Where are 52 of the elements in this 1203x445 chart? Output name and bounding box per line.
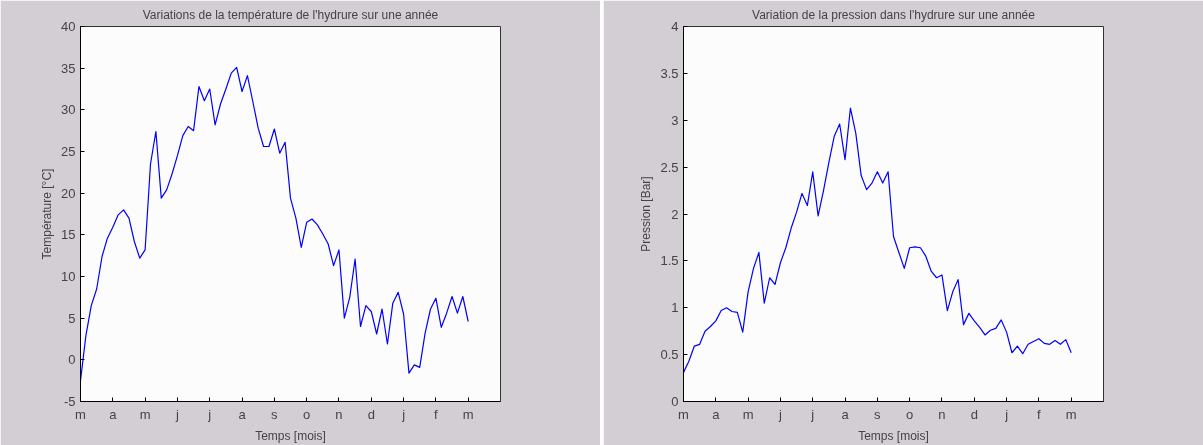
x-axis-title: Temps [mois] bbox=[255, 428, 326, 443]
y-tick-label: 30 bbox=[61, 102, 76, 118]
y-tick-label: 20 bbox=[61, 185, 76, 201]
y-tick-label: 25 bbox=[61, 144, 76, 159]
x-tick-label: a bbox=[841, 406, 850, 422]
x-tick-label: s bbox=[874, 406, 882, 422]
y-tick-label: -5 bbox=[63, 394, 76, 409]
y-tick-label: 40 bbox=[61, 19, 76, 34]
y-tick-label: 2 bbox=[671, 206, 679, 222]
x-tick-label: m bbox=[462, 406, 474, 422]
y-tick-label: 5 bbox=[68, 310, 76, 326]
y-tick-label: 10 bbox=[61, 269, 76, 284]
x-tick-label: o bbox=[303, 406, 311, 422]
y-axis-title: Pression [Bar] bbox=[639, 176, 654, 252]
y-tick-label: 1.5 bbox=[660, 253, 679, 269]
y-tick-label: 3.5 bbox=[660, 65, 679, 81]
y-tick-label: 0.5 bbox=[660, 347, 679, 363]
chart-title: Variation de la pression dans l'hydrure sur une année bbox=[752, 7, 1036, 22]
x-tick-label: d bbox=[970, 406, 978, 422]
x-tick-label: s bbox=[271, 406, 279, 422]
x-tick-label: j bbox=[1004, 406, 1009, 422]
x-tick-label: j bbox=[401, 406, 406, 422]
x-tick-label: j bbox=[207, 406, 212, 422]
y-tick-label: 1 bbox=[671, 300, 679, 316]
x-tick-label: a bbox=[109, 406, 118, 422]
x-tick-label: m bbox=[139, 406, 151, 422]
y-tick-label: 3 bbox=[671, 112, 679, 128]
x-tick-label: n bbox=[938, 406, 946, 422]
x-tick-label: m bbox=[678, 406, 689, 422]
x-tick-label: f bbox=[434, 406, 439, 422]
x-tick-label: d bbox=[367, 406, 375, 422]
y-tick-label: 4 bbox=[671, 19, 679, 34]
x-tick-label: a bbox=[712, 406, 721, 422]
x-tick-label: m bbox=[1065, 406, 1077, 422]
x-tick-label: f bbox=[1037, 406, 1042, 422]
x-axis-title: Temps [mois] bbox=[858, 428, 929, 443]
chart-title: Variations de la température de l'hydrure sur une année bbox=[142, 7, 439, 22]
line-series bbox=[683, 107, 1072, 374]
x-tick-label: m bbox=[75, 406, 86, 422]
x-tick-label: j bbox=[777, 406, 782, 422]
x-tick-label: a bbox=[238, 406, 247, 422]
x-tick-label: n bbox=[335, 406, 343, 422]
y-tick-label: 15 bbox=[61, 227, 76, 243]
x-tick-label: j bbox=[810, 406, 815, 422]
y-tick-label: 35 bbox=[61, 60, 76, 76]
y-tick-label: 2.5 bbox=[660, 159, 679, 175]
y-tick-label: 0 bbox=[68, 352, 76, 368]
y-tick-label: 0 bbox=[671, 394, 679, 409]
x-tick-label: j bbox=[174, 406, 179, 422]
x-tick-label: o bbox=[906, 406, 914, 422]
x-tick-label: m bbox=[742, 406, 754, 422]
y-axis-title: Température [°C] bbox=[40, 168, 55, 260]
